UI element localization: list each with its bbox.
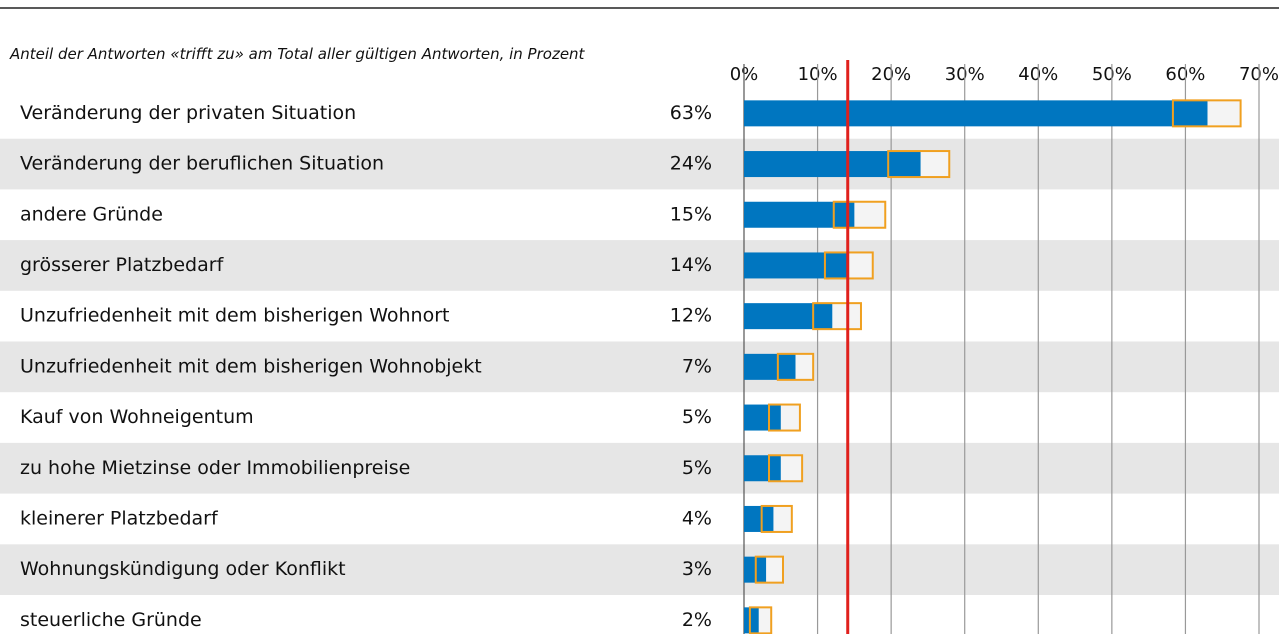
row-band: [0, 138, 1279, 190]
value-label: 7%: [682, 355, 712, 377]
ci-box: [1171, 99, 1242, 128]
value-label: 15%: [670, 203, 712, 225]
ci-box: [887, 150, 951, 179]
bar: [744, 607, 759, 634]
value-label: 12%: [670, 305, 712, 327]
category-label: grösserer Platzbedarf: [20, 254, 225, 276]
value-label: 3%: [682, 558, 712, 580]
value-label: 5%: [682, 406, 712, 428]
row-band: [0, 341, 1279, 393]
ci-box: [776, 352, 815, 381]
category-label: zu hohe Mietzinse oder Immobilienpreise: [20, 457, 410, 479]
category-label: steuerliche Gründe: [20, 609, 202, 631]
category-label: andere Gründe: [20, 203, 163, 225]
row-band: [0, 544, 1279, 595]
ci-box: [812, 302, 862, 331]
ci-box: [768, 403, 801, 432]
bar: [744, 151, 921, 178]
row-band: [0, 240, 1279, 291]
value-label: 24%: [670, 153, 712, 175]
value-label: 63%: [670, 102, 712, 124]
bar: [744, 201, 855, 228]
category-label: Kauf von Wohneigentum: [20, 406, 254, 428]
ci-box: [768, 454, 804, 483]
bar: [744, 505, 774, 532]
bar: [744, 404, 781, 431]
category-label: Wohnungskündigung oder Konflikt: [20, 558, 346, 580]
bar: [744, 252, 847, 279]
bar: [744, 303, 833, 330]
category-label: kleinerer Platzbedarf: [20, 507, 219, 529]
bar: [744, 353, 796, 380]
ci-box: [832, 200, 887, 229]
bar: [744, 100, 1208, 127]
value-label: 4%: [682, 507, 712, 529]
ci-box: [760, 504, 793, 533]
ci-box: [748, 606, 773, 634]
category-label: Unzufriedenheit mit dem bisherigen Wohno…: [20, 305, 449, 327]
chart-subtitle: Anteil der Antworten «trifft zu» am Tota…: [10, 45, 585, 63]
value-label: 14%: [670, 254, 712, 276]
value-label: 5%: [682, 457, 712, 479]
bar: [744, 455, 781, 482]
category-label: Veränderung der beruflichen Situation: [20, 153, 384, 175]
category-label: Veränderung der privaten Situation: [20, 102, 356, 124]
value-label: 2%: [682, 609, 712, 631]
ci-box: [754, 555, 784, 584]
row-band: [0, 442, 1279, 494]
category-label: Unzufriedenheit mit dem bisherigen Wohno…: [20, 355, 482, 377]
